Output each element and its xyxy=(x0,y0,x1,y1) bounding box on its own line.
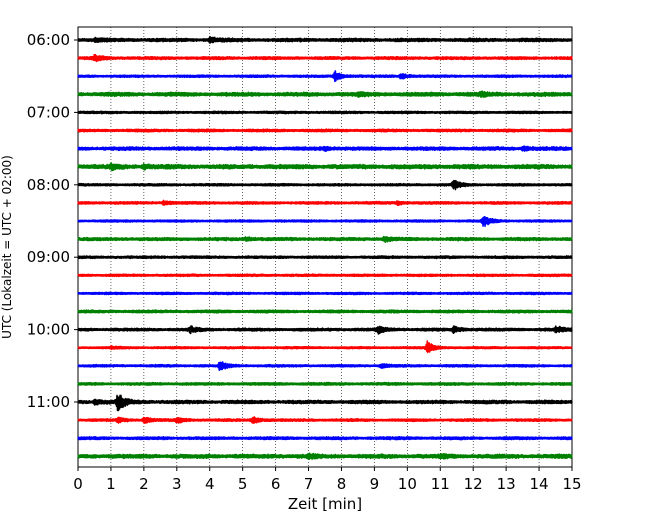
y-axis-label: UTC (Lokalzeit = UTC + 02:00) xyxy=(0,155,14,339)
x-tick-label: 3 xyxy=(172,475,182,493)
y-tick-label: 10:00 xyxy=(27,321,70,339)
trace-1000 xyxy=(77,325,573,335)
trace-0730 xyxy=(77,145,573,153)
grid-lines xyxy=(110,27,540,467)
trace-0845 xyxy=(77,235,573,243)
trace-0745 xyxy=(77,162,573,172)
trace-0815 xyxy=(77,199,573,207)
x-tick-label: 4 xyxy=(205,475,215,493)
x-tick-label: 1 xyxy=(106,475,116,493)
trace-1030 xyxy=(77,361,573,371)
x-ticks: 0 1 2 3 4 5 6 7 8 9 10 11 12 13 14 15 xyxy=(73,467,582,493)
y-tick-label: 09:00 xyxy=(27,248,70,266)
trace-0615 xyxy=(77,53,573,63)
trace-0600 xyxy=(77,35,573,44)
x-tick-label: 14 xyxy=(530,475,549,493)
x-tick-label: 10 xyxy=(398,475,417,493)
trace-0800 xyxy=(77,179,573,191)
x-tick-label: 7 xyxy=(304,475,314,493)
trace-1130 xyxy=(77,435,573,441)
x-tick-label: 13 xyxy=(497,475,516,493)
x-tick-label: 12 xyxy=(464,475,483,493)
plot-frame xyxy=(77,26,573,468)
trace-0630 xyxy=(77,70,573,83)
trace-0715 xyxy=(77,128,573,133)
y-tick-label: 08:00 xyxy=(27,176,70,194)
trace-1145 xyxy=(77,452,573,461)
trace-0830 xyxy=(77,215,573,228)
trace-0915 xyxy=(77,273,573,278)
trace-0930 xyxy=(77,291,573,296)
x-tick-label: 8 xyxy=(337,475,347,493)
trace-0700 xyxy=(77,110,573,115)
x-tick-label: 6 xyxy=(271,475,281,493)
y-tick-label: 11:00 xyxy=(27,393,70,411)
y-tick-label: 06:00 xyxy=(27,31,70,49)
trace-0645 xyxy=(77,90,573,99)
x-tick-label: 2 xyxy=(139,475,149,493)
y-tick-label: 07:00 xyxy=(27,103,70,121)
trace-1115 xyxy=(77,416,573,424)
x-tick-label: 5 xyxy=(238,475,248,493)
trace-1015 xyxy=(77,340,573,354)
trace-1100 xyxy=(77,394,573,412)
trace-layer xyxy=(77,35,573,461)
x-tick-label: 11 xyxy=(431,475,450,493)
y-ticks: 06:00 07:00 08:00 09:00 10:00 11:00 xyxy=(27,31,78,411)
trace-1045 xyxy=(77,381,573,387)
trace-0945 xyxy=(77,309,573,314)
x-tick-label: 0 xyxy=(73,475,83,493)
trace-0900 xyxy=(77,255,573,260)
x-tick-label: 9 xyxy=(370,475,380,493)
x-axis-label: Zeit [min] xyxy=(288,495,362,513)
x-tick-label: 15 xyxy=(562,475,581,493)
